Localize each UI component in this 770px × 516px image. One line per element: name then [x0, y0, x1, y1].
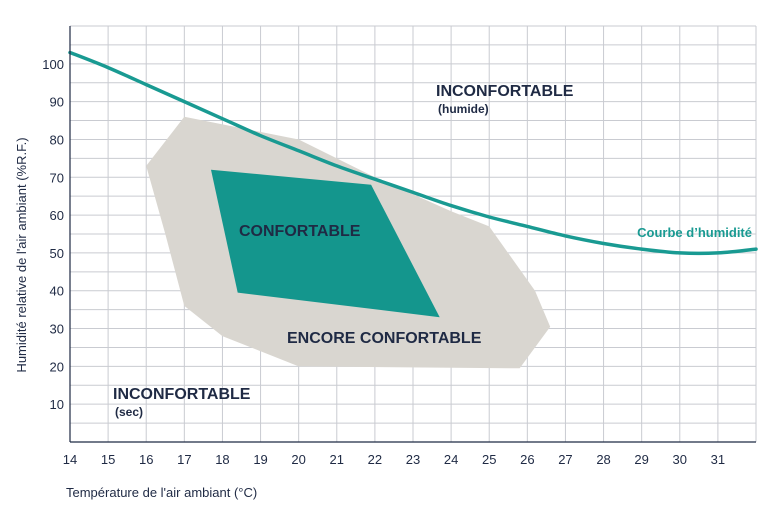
x-tick-label: 24 [444, 452, 458, 467]
axes [69, 26, 756, 443]
x-tick-label: 15 [101, 452, 115, 467]
tick-labels: 14 15 16 17 18 19 20 21 22 23 24 25 26 27 28 29 30 31 10 20… [42, 57, 725, 467]
x-axis-label: Température de l'air ambiant (°C) [66, 485, 257, 500]
x-tick-label: 25 [482, 452, 496, 467]
y-tick-label: 40 [50, 284, 64, 299]
humid-zone-title: INCONFORTABLE [436, 83, 574, 100]
x-tick-label: 16 [139, 452, 153, 467]
x-tick-label: 17 [177, 452, 191, 467]
comfortable-region [211, 169, 440, 318]
y-tick-label: 30 [50, 322, 64, 337]
x-tick-label: 26 [520, 452, 534, 467]
x-tick-label: 18 [215, 452, 229, 467]
x-tick-label: 14 [63, 452, 77, 467]
y-tick-label: 20 [50, 359, 64, 374]
comfort-regions [146, 116, 551, 369]
x-tick-label: 23 [406, 452, 420, 467]
x-tick-label: 31 [711, 452, 725, 467]
x-tick-label: 21 [330, 452, 344, 467]
humidity-curve-label: Courbe d’humidité [637, 225, 752, 240]
dry-zone-subtitle: (sec) [115, 405, 143, 419]
y-tick-label: 90 [50, 95, 64, 110]
humid-zone-subtitle: (humide) [438, 102, 489, 116]
y-tick-label: 10 [50, 397, 64, 412]
y-tick-label: 60 [50, 208, 64, 223]
y-tick-label: 50 [50, 246, 64, 261]
comfortable-zone-label: CONFORTABLE [239, 223, 361, 240]
still-comfortable-zone-label: ENCORE CONFORTABLE [287, 330, 482, 347]
y-tick-label: 80 [50, 132, 64, 147]
x-tick-label: 29 [634, 452, 648, 467]
humidity-curve [68, 50, 758, 256]
y-tick-label: 100 [42, 57, 64, 72]
y-tick-label: 70 [50, 170, 64, 185]
x-tick-label: 19 [253, 452, 267, 467]
x-tick-label: 22 [368, 452, 382, 467]
y-axis-label: Humidité relative de l'air ambiant (%R.F… [14, 137, 29, 372]
x-tick-label: 30 [673, 452, 687, 467]
dry-zone-title: INCONFORTABLE [113, 386, 251, 403]
series-lines [68, 50, 758, 256]
x-tick-label: 20 [291, 452, 305, 467]
x-tick-label: 27 [558, 452, 572, 467]
x-tick-label: 28 [596, 452, 610, 467]
